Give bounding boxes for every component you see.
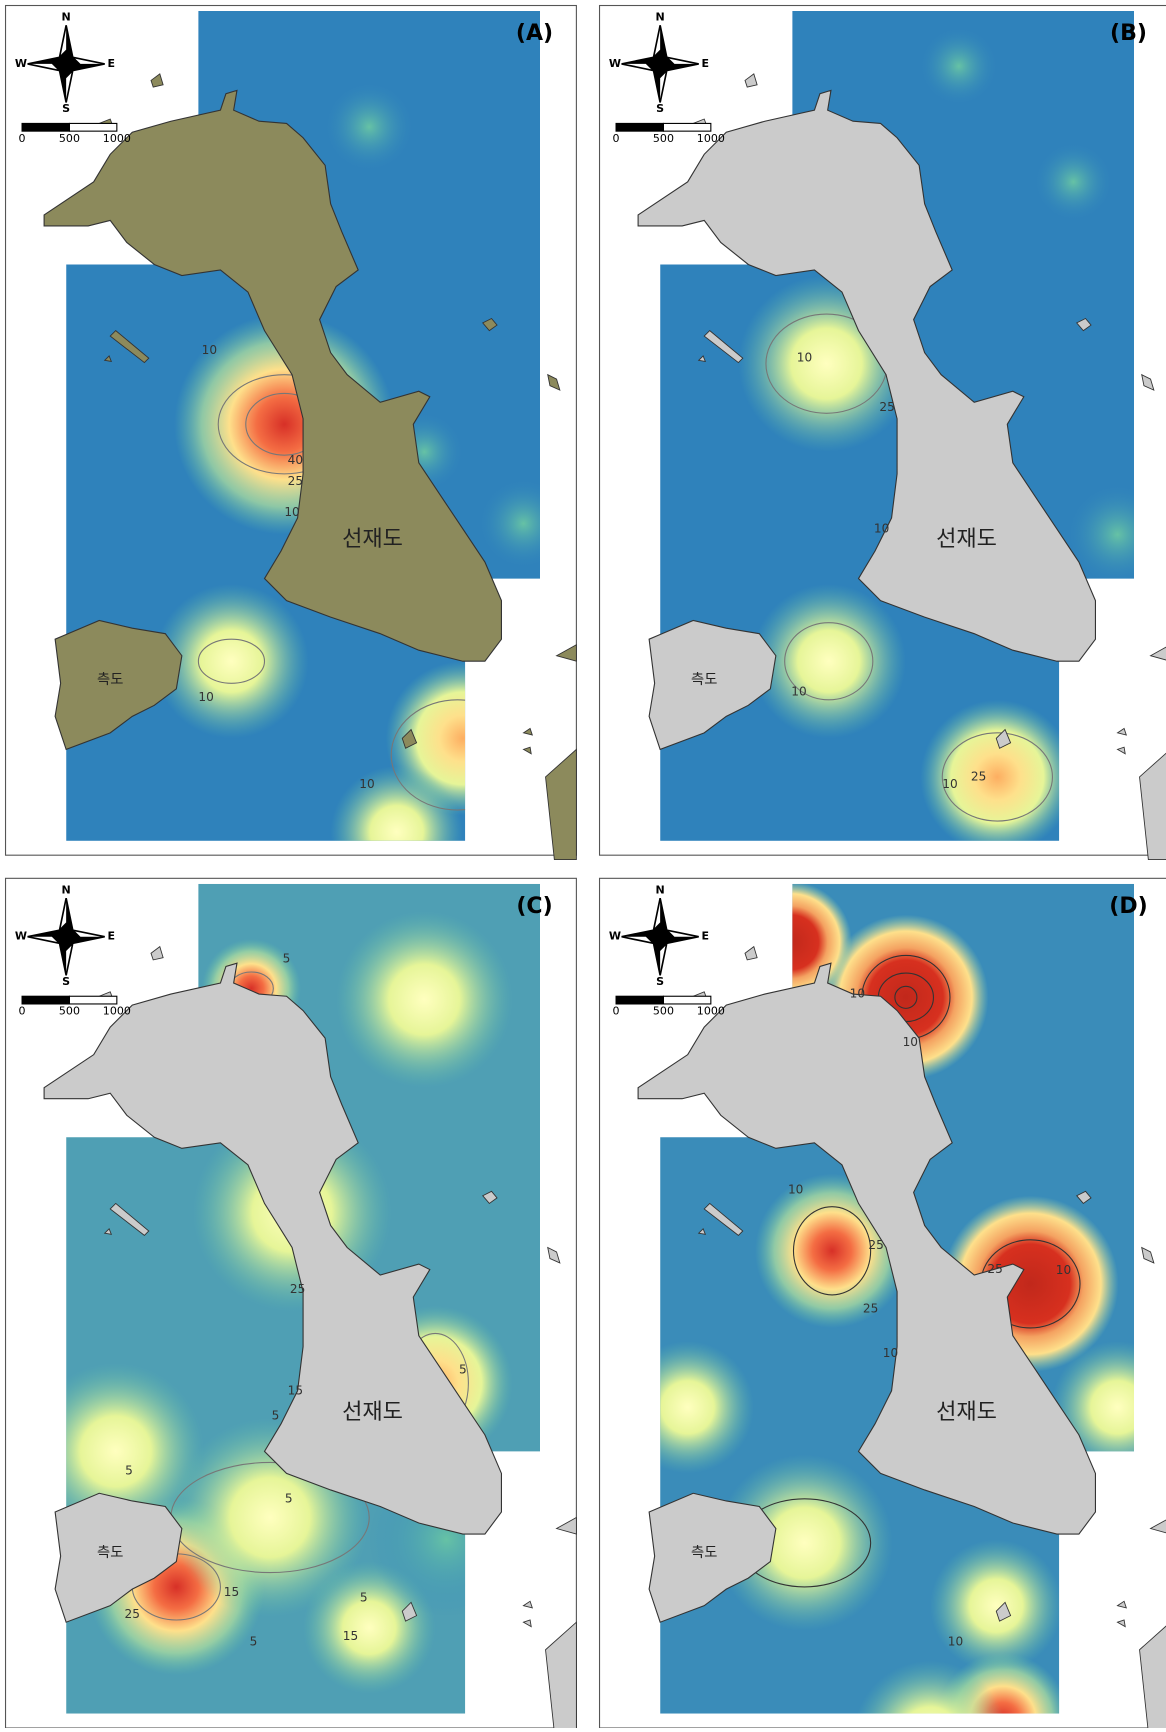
contour-label: 10: [797, 351, 812, 365]
contour-label: 25: [879, 400, 894, 414]
contour-label: 10: [1056, 1263, 1071, 1277]
contour-label: 25: [971, 769, 986, 783]
compass-letter: E: [702, 930, 710, 943]
place-name: 측도: [97, 1544, 123, 1561]
panel-label: (C): [516, 894, 552, 919]
scale-label: 500: [59, 1005, 80, 1018]
scale-bar: [69, 123, 116, 131]
contour-label: 10: [788, 1183, 803, 1197]
place-name: 선재도: [342, 527, 403, 552]
map-panel: 선재도측도 5 25 15 5 5 5 5 15 25 5 5 15 (C) N S W E 0 500 1000: [6, 878, 577, 1728]
scale-label: 1000: [103, 1005, 131, 1018]
compass-letter: S: [656, 975, 664, 988]
contour-label: 25: [868, 1238, 883, 1252]
concentration-hotspot: [930, 1540, 1062, 1672]
scale-label: 500: [653, 1005, 674, 1018]
compass-letter: N: [62, 11, 71, 24]
scale-label: 0: [19, 1005, 26, 1018]
compass-letter: N: [62, 883, 71, 896]
scale-label: 500: [59, 132, 80, 145]
scale-label: 1000: [697, 1005, 725, 1018]
concentration-hotspot: [920, 28, 997, 105]
place-name: 선재도: [342, 1400, 403, 1425]
figure: 선재도측도104025101010(A)NSWE05001000선재도측도102…: [0, 0, 1166, 1728]
scale-bar: [22, 123, 69, 131]
scale-label: 0: [613, 1005, 620, 1018]
scale-label: 1000: [103, 132, 131, 145]
contour-label: 40: [288, 453, 303, 467]
contour-label: 10: [791, 685, 806, 699]
place-name: 측도: [691, 1544, 717, 1561]
compass-letter: S: [62, 102, 70, 115]
concentration-hotspot: [1035, 143, 1112, 220]
scale-bar: [69, 996, 116, 1004]
scale-label: 1000: [697, 132, 725, 145]
contour-label: 10: [359, 777, 374, 791]
scale-bar: [616, 996, 663, 1004]
panel-label: (B): [1110, 21, 1147, 46]
contour-label: 15: [343, 1629, 358, 1643]
scale-label: 0: [613, 132, 620, 145]
contour-label: 25: [290, 1282, 305, 1296]
compass-letter: E: [702, 57, 710, 70]
contour-label: 10: [874, 521, 889, 535]
contour-label: 5: [125, 1464, 133, 1478]
scale-bar: [663, 123, 710, 131]
contour-label: 25: [125, 1607, 140, 1621]
place-name: 선재도: [936, 527, 997, 552]
contour-label: 10: [903, 1035, 918, 1049]
contour-label: 5: [360, 1590, 368, 1604]
contour-label: 10: [198, 690, 213, 704]
contour-label: 15: [288, 1383, 303, 1397]
contour-label: 5: [285, 1491, 293, 1505]
compass-letter: W: [15, 57, 27, 70]
compass-letter: S: [62, 975, 70, 988]
scale-label: 0: [19, 132, 26, 145]
contour-label: 15: [224, 1585, 239, 1599]
contour-label: 10: [883, 1346, 898, 1360]
place-name: 측도: [97, 671, 123, 688]
contour-label: 10: [202, 343, 217, 357]
place-name: 측도: [691, 671, 717, 688]
compass-letter: E: [108, 930, 116, 943]
contour-label: 10: [942, 777, 957, 791]
panel-label: (D): [1109, 894, 1147, 919]
contour-label: 10: [948, 1635, 963, 1649]
compass-letter: E: [108, 57, 116, 70]
place-name: 선재도: [936, 1400, 997, 1425]
concentration-hotspot: [336, 911, 512, 1087]
concentration-hotspot: [325, 83, 413, 171]
contour-label: 10: [850, 987, 865, 1001]
compass-letter: W: [15, 930, 27, 943]
contour-label: 5: [250, 1635, 258, 1649]
compass-letter: N: [656, 11, 665, 24]
contour-label: 25: [863, 1302, 878, 1316]
contour-label: 5: [459, 1362, 467, 1376]
scale-label: 500: [653, 132, 674, 145]
contour-label: 5: [283, 951, 291, 965]
contour-label: 25: [288, 474, 303, 488]
panel-label: (A): [516, 21, 553, 46]
contour-label: 10: [284, 505, 299, 519]
compass-letter: N: [656, 883, 665, 896]
compass-letter: W: [609, 930, 621, 943]
compass-letter: W: [609, 57, 621, 70]
scale-bar: [22, 996, 69, 1004]
contour-label: 25: [987, 1262, 1002, 1276]
scale-bar: [663, 996, 710, 1004]
compass-letter: S: [656, 102, 664, 115]
scale-bar: [616, 123, 663, 131]
contour-label: 5: [272, 1409, 280, 1423]
